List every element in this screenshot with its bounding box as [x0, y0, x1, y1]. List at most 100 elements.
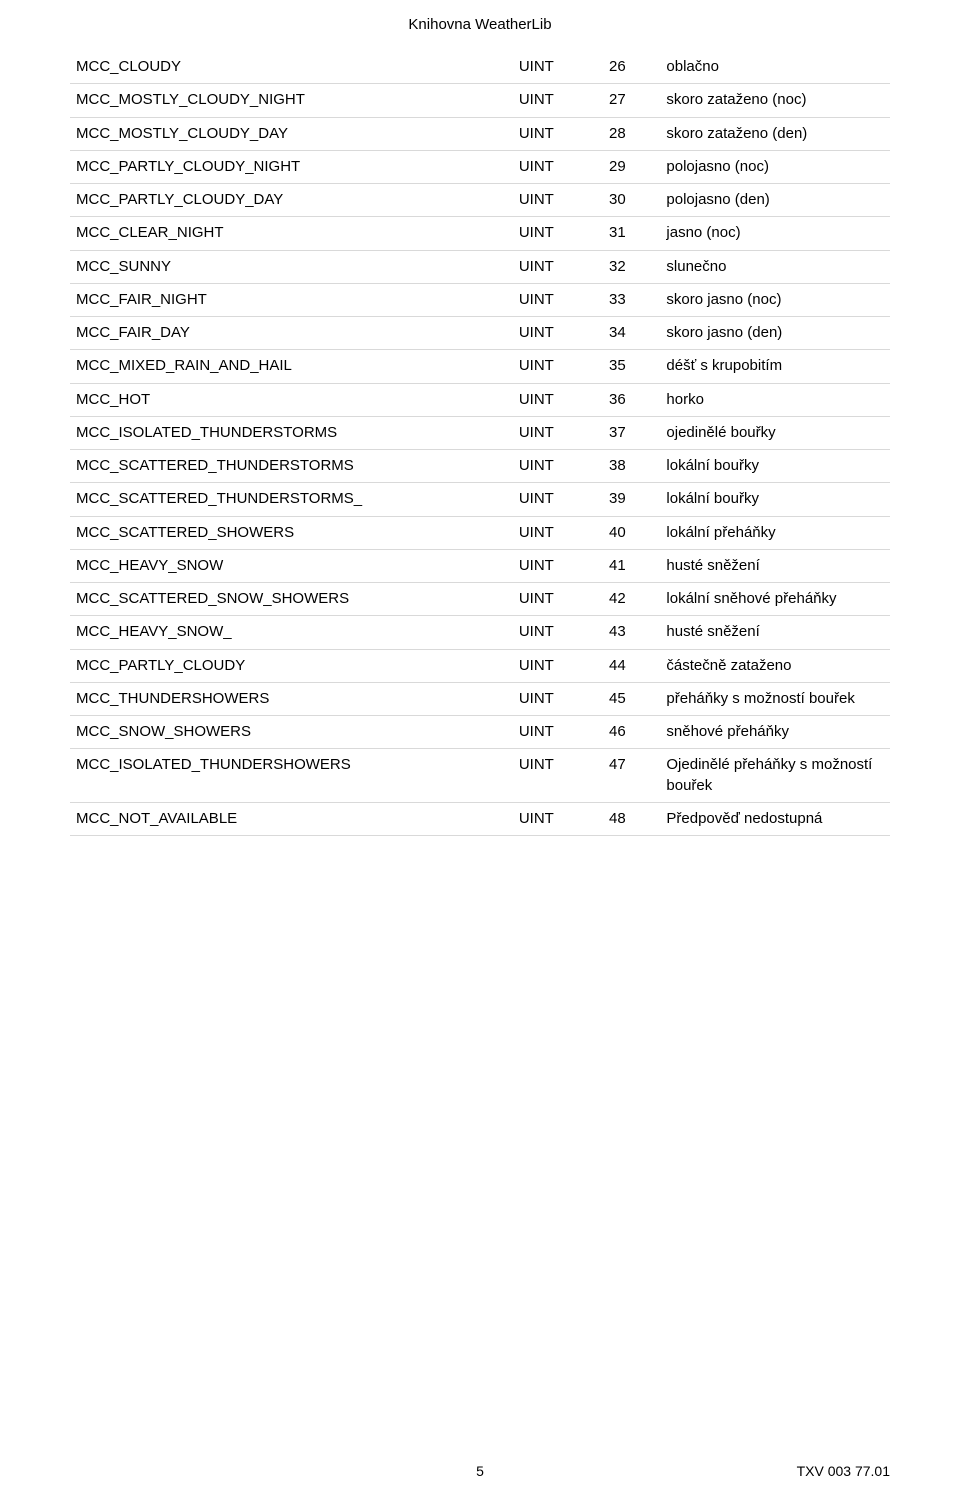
table-row: MCC_FAIR_DAYUINT34skoro jasno (den) — [70, 317, 890, 350]
cell-desc: Předpověď nedostupná — [660, 802, 890, 835]
cell-desc: lokální přeháňky — [660, 516, 890, 549]
cell-type: UINT — [513, 716, 603, 749]
table-row: MCC_ISOLATED_THUNDERSTORMSUINT37ojediněl… — [70, 416, 890, 449]
table-row: MCC_SCATTERED_SHOWERSUINT40lokální přehá… — [70, 516, 890, 549]
table-row: MCC_MIXED_RAIN_AND_HAILUINT35déšť s krup… — [70, 350, 890, 383]
cell-value: 42 — [603, 583, 660, 616]
table-row: MCC_PARTLY_CLOUDY_DAYUINT30polojasno (de… — [70, 184, 890, 217]
table-row: MCC_NOT_AVAILABLEUINT48Předpověď nedostu… — [70, 802, 890, 835]
cell-type: UINT — [513, 51, 603, 84]
cell-name: MCC_CLEAR_NIGHT — [70, 217, 513, 250]
cell-desc: husté sněžení — [660, 616, 890, 649]
cell-name: MCC_MOSTLY_CLOUDY_DAY — [70, 117, 513, 150]
cell-type: UINT — [513, 749, 603, 803]
cell-value: 36 — [603, 383, 660, 416]
cell-value: 46 — [603, 716, 660, 749]
cell-name: MCC_SNOW_SHOWERS — [70, 716, 513, 749]
cell-value: 28 — [603, 117, 660, 150]
cell-desc: Ojedinělé přeháňky s možností bouřek — [660, 749, 890, 803]
cell-desc: slunečno — [660, 250, 890, 283]
cell-desc: déšť s krupobitím — [660, 350, 890, 383]
cell-type: UINT — [513, 416, 603, 449]
cell-desc: oblačno — [660, 51, 890, 84]
cell-type: UINT — [513, 383, 603, 416]
table-row: MCC_SUNNYUINT32slunečno — [70, 250, 890, 283]
cell-desc: lokální bouřky — [660, 450, 890, 483]
cell-type: UINT — [513, 616, 603, 649]
cell-name: MCC_FAIR_DAY — [70, 317, 513, 350]
cell-name: MCC_SCATTERED_SHOWERS — [70, 516, 513, 549]
table-row: MCC_SCATTERED_SNOW_SHOWERSUINT42lokální … — [70, 583, 890, 616]
cell-desc: sněhové přeháňky — [660, 716, 890, 749]
cell-name: MCC_NOT_AVAILABLE — [70, 802, 513, 835]
cell-value: 26 — [603, 51, 660, 84]
cell-type: UINT — [513, 350, 603, 383]
cell-name: MCC_THUNDERSHOWERS — [70, 682, 513, 715]
doc-id: TXV 003 77.01 — [797, 1463, 890, 1479]
cell-value: 43 — [603, 616, 660, 649]
cell-name: MCC_FAIR_NIGHT — [70, 283, 513, 316]
constants-table: MCC_CLOUDYUINT26oblačnoMCC_MOSTLY_CLOUDY… — [70, 51, 890, 836]
cell-desc: částečně zataženo — [660, 649, 890, 682]
cell-value: 32 — [603, 250, 660, 283]
table-row: MCC_SCATTERED_THUNDERSTORMS_UINT39lokáln… — [70, 483, 890, 516]
cell-type: UINT — [513, 283, 603, 316]
cell-name: MCC_SCATTERED_THUNDERSTORMS_ — [70, 483, 513, 516]
cell-value: 48 — [603, 802, 660, 835]
table-row: MCC_PARTLY_CLOUDY_NIGHTUINT29polojasno (… — [70, 150, 890, 183]
table-row: MCC_SCATTERED_THUNDERSTORMSUINT38lokální… — [70, 450, 890, 483]
cell-desc: přeháňky s možností bouřek — [660, 682, 890, 715]
cell-desc: skoro zataženo (den) — [660, 117, 890, 150]
cell-value: 35 — [603, 350, 660, 383]
cell-value: 37 — [603, 416, 660, 449]
cell-type: UINT — [513, 184, 603, 217]
page-header: Knihovna WeatherLib — [0, 0, 960, 41]
cell-value: 33 — [603, 283, 660, 316]
cell-type: UINT — [513, 583, 603, 616]
cell-type: UINT — [513, 483, 603, 516]
cell-desc: lokální bouřky — [660, 483, 890, 516]
cell-type: UINT — [513, 84, 603, 117]
table-row: MCC_THUNDERSHOWERSUINT45přeháňky s možno… — [70, 682, 890, 715]
cell-name: MCC_PARTLY_CLOUDY_NIGHT — [70, 150, 513, 183]
cell-type: UINT — [513, 117, 603, 150]
cell-type: UINT — [513, 250, 603, 283]
cell-value: 44 — [603, 649, 660, 682]
cell-desc: ojedinělé bouřky — [660, 416, 890, 449]
cell-name: MCC_ISOLATED_THUNDERSHOWERS — [70, 749, 513, 803]
cell-type: UINT — [513, 682, 603, 715]
table-row: MCC_SNOW_SHOWERSUINT46sněhové přeháňky — [70, 716, 890, 749]
cell-name: MCC_SUNNY — [70, 250, 513, 283]
page-footer: 5 TXV 003 77.01 — [0, 1463, 960, 1479]
cell-type: UINT — [513, 549, 603, 582]
table-row: MCC_ISOLATED_THUNDERSHOWERSUINT47Ojedině… — [70, 749, 890, 803]
table-row: MCC_MOSTLY_CLOUDY_NIGHTUINT27skoro zataž… — [70, 84, 890, 117]
cell-name: MCC_SCATTERED_THUNDERSTORMS — [70, 450, 513, 483]
table-row: MCC_CLEAR_NIGHTUINT31jasno (noc) — [70, 217, 890, 250]
content-area: MCC_CLOUDYUINT26oblačnoMCC_MOSTLY_CLOUDY… — [0, 41, 960, 836]
table-row: MCC_HOTUINT36horko — [70, 383, 890, 416]
table-row: MCC_HEAVY_SNOW_UINT43husté sněžení — [70, 616, 890, 649]
cell-type: UINT — [513, 516, 603, 549]
cell-name: MCC_HEAVY_SNOW — [70, 549, 513, 582]
cell-name: MCC_HOT — [70, 383, 513, 416]
header-title: Knihovna WeatherLib — [408, 16, 551, 33]
page-number: 5 — [476, 1463, 484, 1479]
cell-name: MCC_SCATTERED_SNOW_SHOWERS — [70, 583, 513, 616]
cell-name: MCC_PARTLY_CLOUDY — [70, 649, 513, 682]
cell-desc: skoro zataženo (noc) — [660, 84, 890, 117]
cell-desc: skoro jasno (den) — [660, 317, 890, 350]
cell-value: 29 — [603, 150, 660, 183]
cell-value: 47 — [603, 749, 660, 803]
cell-name: MCC_PARTLY_CLOUDY_DAY — [70, 184, 513, 217]
table-row: MCC_MOSTLY_CLOUDY_DAYUINT28skoro zatažen… — [70, 117, 890, 150]
cell-desc: husté sněžení — [660, 549, 890, 582]
cell-value: 31 — [603, 217, 660, 250]
cell-desc: jasno (noc) — [660, 217, 890, 250]
cell-desc: polojasno (noc) — [660, 150, 890, 183]
cell-type: UINT — [513, 649, 603, 682]
table-row: MCC_FAIR_NIGHTUINT33skoro jasno (noc) — [70, 283, 890, 316]
cell-desc: horko — [660, 383, 890, 416]
table-row: MCC_HEAVY_SNOWUINT41husté sněžení — [70, 549, 890, 582]
cell-name: MCC_MOSTLY_CLOUDY_NIGHT — [70, 84, 513, 117]
